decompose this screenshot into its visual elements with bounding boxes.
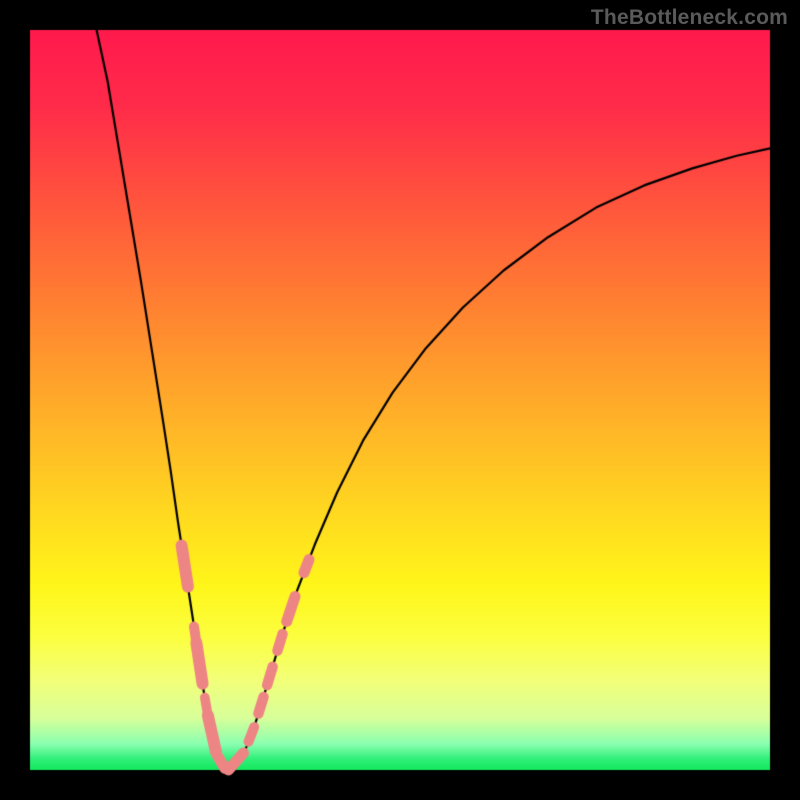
bottleneck-chart-canvas [0,0,800,800]
watermark-label: TheBottleneck.com [591,6,788,30]
